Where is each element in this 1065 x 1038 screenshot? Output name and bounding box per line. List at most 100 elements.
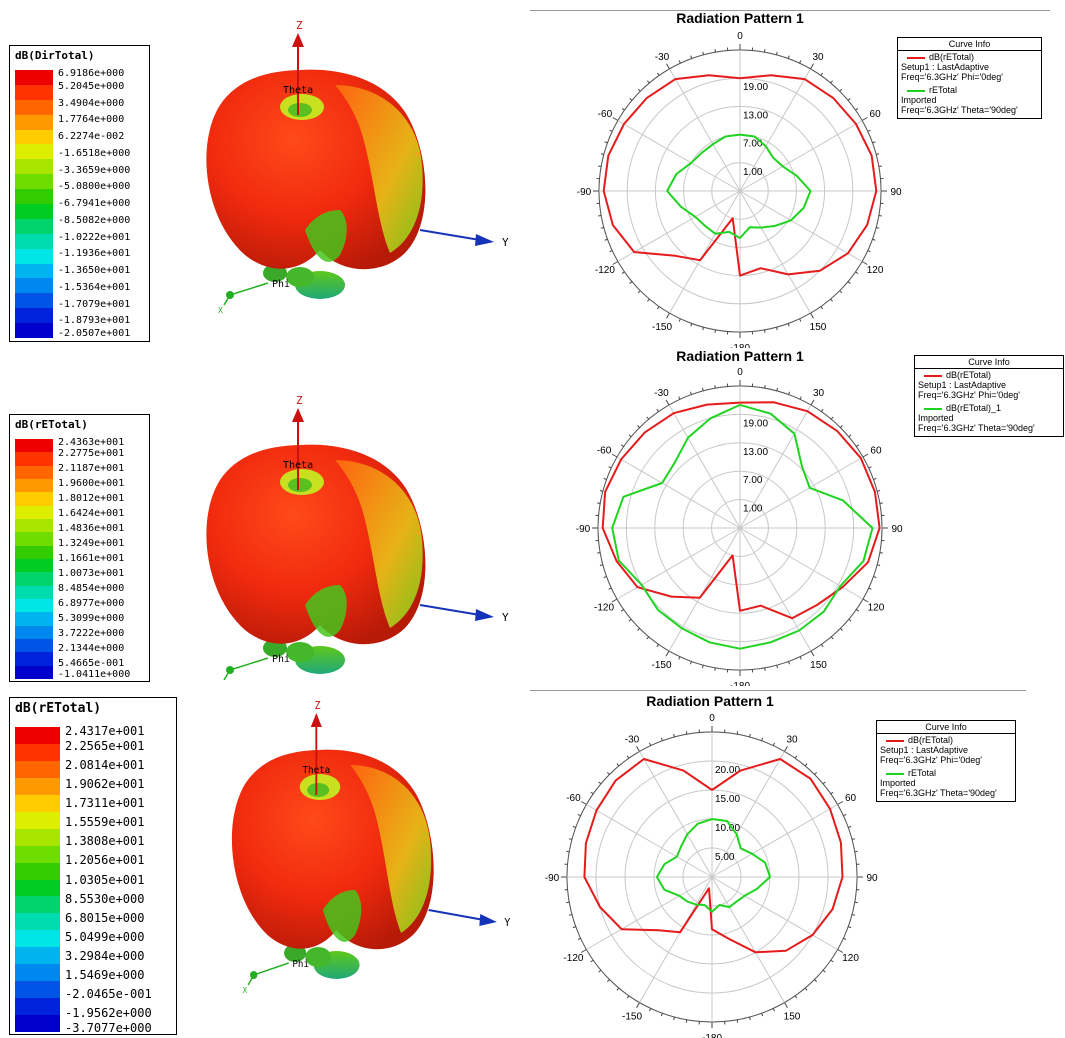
color-band bbox=[15, 879, 60, 897]
grid-spoke bbox=[669, 190, 741, 314]
angle-tick bbox=[702, 327, 704, 331]
angle-tick bbox=[648, 1008, 652, 1012]
angle-tick bbox=[840, 628, 843, 631]
angle-tick bbox=[872, 238, 876, 241]
angle-tick bbox=[673, 1016, 675, 1021]
color-bands: 6.9186e+000 5.2045e+000 3.4904e+000 1.7764e… bbox=[15, 68, 130, 339]
color-band bbox=[15, 233, 53, 250]
phi-label: Phi bbox=[272, 279, 290, 290]
angle-tick bbox=[848, 434, 852, 438]
curve-info-entry: dB(rETotal) Setup1 : LastAdaptive Freq='6.… bbox=[898, 51, 1041, 84]
scale-value: 1.8012e+001 bbox=[58, 493, 125, 504]
angle-tick bbox=[830, 298, 833, 302]
color-band bbox=[15, 639, 53, 653]
angle-tick bbox=[848, 618, 852, 622]
y-axis-label: Y bbox=[504, 917, 511, 929]
phi-label: Phi bbox=[292, 959, 309, 970]
scale-value: 2.1344e+000 bbox=[58, 643, 125, 654]
angle-tick bbox=[678, 318, 681, 322]
legend-swatch bbox=[924, 374, 942, 377]
angle-tick-label: 150 bbox=[810, 322, 827, 333]
angle-tick bbox=[799, 396, 802, 400]
angle-tick bbox=[830, 636, 834, 640]
series-line-green bbox=[655, 818, 771, 913]
color-band bbox=[15, 777, 60, 796]
scale-value: -1.9562e+000 bbox=[65, 1005, 152, 1020]
scale-value: 2.4317e+001 bbox=[65, 724, 145, 738]
angle-tick bbox=[685, 1019, 688, 1023]
series-name: dB(rETotal) bbox=[929, 52, 975, 62]
radial-tick-label: 1.00 bbox=[743, 504, 763, 515]
scale-value: -1.3650e+001 bbox=[58, 265, 131, 276]
color-band bbox=[15, 144, 53, 160]
scale-value: 1.6424e+001 bbox=[58, 508, 125, 519]
angle-tick bbox=[566, 901, 570, 904]
angle-tick bbox=[810, 312, 814, 319]
angle-tick bbox=[620, 444, 624, 447]
angle-tick-label: -90 bbox=[577, 187, 592, 198]
color-band bbox=[15, 189, 53, 205]
angle-tick bbox=[761, 737, 764, 741]
angle-tick bbox=[763, 329, 766, 333]
angle-tick bbox=[830, 80, 833, 84]
color-band bbox=[15, 218, 53, 235]
angle-tick bbox=[572, 825, 576, 828]
grid-spoke bbox=[586, 876, 713, 950]
color-band bbox=[15, 129, 53, 145]
y-axis-label: Y bbox=[502, 611, 509, 624]
z-axis-label: Z bbox=[296, 394, 303, 407]
phi-line bbox=[253, 962, 289, 976]
color-band bbox=[15, 519, 53, 533]
angle-tick bbox=[702, 51, 704, 55]
scale-title: dB(DirTotal) bbox=[15, 49, 95, 62]
scale-value: -3.7077e+000 bbox=[65, 1021, 152, 1035]
grid-spoke bbox=[711, 876, 785, 1003]
angle-tick bbox=[656, 644, 659, 648]
color-band bbox=[15, 492, 53, 507]
curve-info-entry: rETotal Imported Freq='6.3GHz' Theta='90de… bbox=[877, 767, 1015, 800]
angle-tick bbox=[647, 80, 650, 84]
color-band bbox=[15, 439, 53, 453]
scale-value: 5.0499e+000 bbox=[65, 929, 145, 944]
angle-tick bbox=[821, 408, 824, 412]
angle-tick bbox=[656, 72, 660, 76]
grid-spoke bbox=[639, 876, 713, 1003]
angle-tick bbox=[810, 63, 814, 70]
angle-tick bbox=[879, 502, 883, 504]
scale-value: 2.2565e+001 bbox=[65, 739, 145, 754]
x-axis bbox=[223, 294, 231, 306]
lobe-shading bbox=[350, 765, 432, 933]
top-dimple-center bbox=[288, 103, 312, 117]
angle-tick bbox=[772, 1008, 776, 1012]
pattern-3d-view-1: Z Theta Y Phi X bbox=[206, 19, 509, 315]
angle-tick bbox=[867, 129, 871, 132]
angle-tick-label: 30 bbox=[786, 734, 798, 745]
angle-tick bbox=[784, 745, 788, 752]
color-band bbox=[15, 930, 60, 948]
series-line-red bbox=[602, 74, 878, 277]
angle-tick bbox=[814, 771, 818, 775]
grid-spoke bbox=[616, 456, 741, 529]
angle-tick-label: -120 bbox=[594, 603, 614, 614]
lobe-notch bbox=[322, 890, 362, 942]
radial-tick-label: 20.00 bbox=[715, 765, 740, 776]
angle-tick bbox=[714, 49, 717, 53]
scale-value: 3.7222e+000 bbox=[58, 628, 125, 639]
grid-spoke bbox=[739, 120, 863, 192]
angle-tick bbox=[788, 661, 791, 665]
z-axis-label: Z bbox=[296, 19, 303, 32]
angle-tick bbox=[804, 763, 808, 767]
series-name: rETotal bbox=[929, 85, 958, 95]
color-band bbox=[15, 947, 60, 965]
angle-tick bbox=[879, 552, 883, 554]
angle-tick bbox=[830, 791, 834, 795]
series-line-red bbox=[583, 758, 844, 954]
angle-tick bbox=[673, 733, 675, 738]
grid-spoke bbox=[739, 68, 811, 192]
angle-tick bbox=[830, 959, 834, 963]
angle-tick bbox=[810, 650, 815, 657]
series-name: rETotal bbox=[908, 768, 937, 778]
scale-value: 2.0814e+001 bbox=[65, 758, 145, 773]
scale-value: -8.5082e+000 bbox=[58, 214, 131, 226]
